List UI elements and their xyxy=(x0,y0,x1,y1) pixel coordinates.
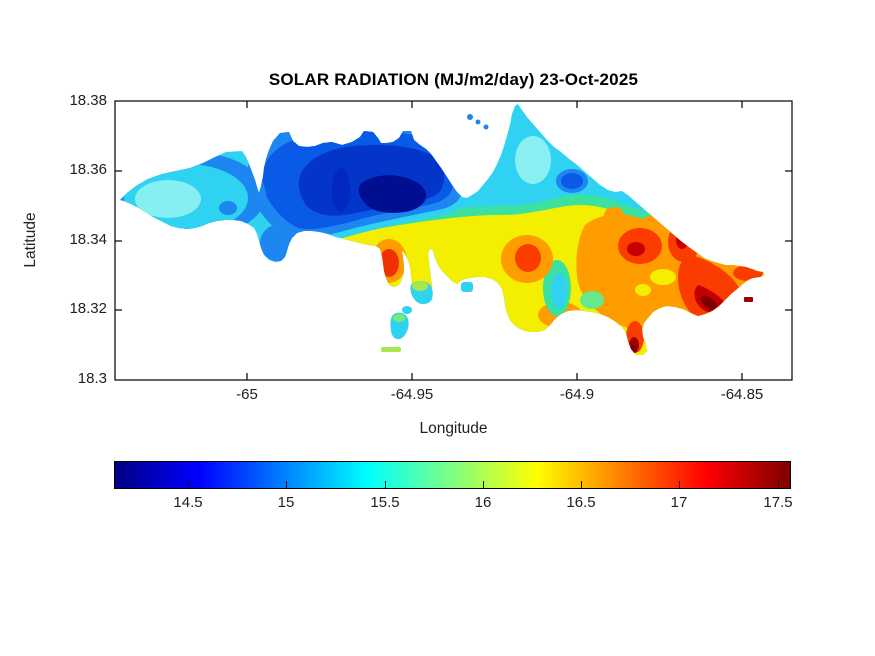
y-tick-label: 18.32 xyxy=(69,300,107,317)
y-tick-label: 18.38 xyxy=(69,92,107,109)
colorbar-tick xyxy=(385,481,386,488)
colorbar-tick xyxy=(581,481,582,488)
colorbar xyxy=(114,461,791,489)
colorbar-tick-label: 17.5 xyxy=(763,494,793,511)
colorbar-tick-label: 15.5 xyxy=(370,494,400,511)
colorbar-tick xyxy=(679,481,680,488)
colorbar-tick xyxy=(778,481,779,488)
x-tick-label: -64.85 xyxy=(720,386,764,403)
colorbar-tick-label: 15 xyxy=(277,494,295,511)
x-tick-label: -64.9 xyxy=(559,386,595,403)
colorbar-tick-label: 17 xyxy=(670,494,688,511)
axis-tick-marks xyxy=(115,101,792,380)
island-contour-fill xyxy=(120,104,765,355)
colorbar-tick xyxy=(483,481,484,488)
y-tick-label: 18.36 xyxy=(69,161,107,178)
x-tick-label: -64.95 xyxy=(390,386,434,403)
islets-and-peninsula-fragments xyxy=(381,114,753,352)
plot-title: SOLAR RADIATION (MJ/m2/day) 23-Oct-2025 xyxy=(268,70,639,89)
y-tick-label: 18.34 xyxy=(69,231,107,248)
x-axis-label: Longitude xyxy=(419,420,488,437)
colorbar-tick xyxy=(286,481,287,488)
colorbar-tick xyxy=(188,481,189,488)
y-tick-label: 18.3 xyxy=(77,370,107,387)
colorbar-tick-label: 16 xyxy=(474,494,492,511)
colorbar-tick-label: 14.5 xyxy=(173,494,203,511)
colorbar-tick-label: 16.5 xyxy=(566,494,596,511)
x-tick-label: -65 xyxy=(236,386,258,403)
